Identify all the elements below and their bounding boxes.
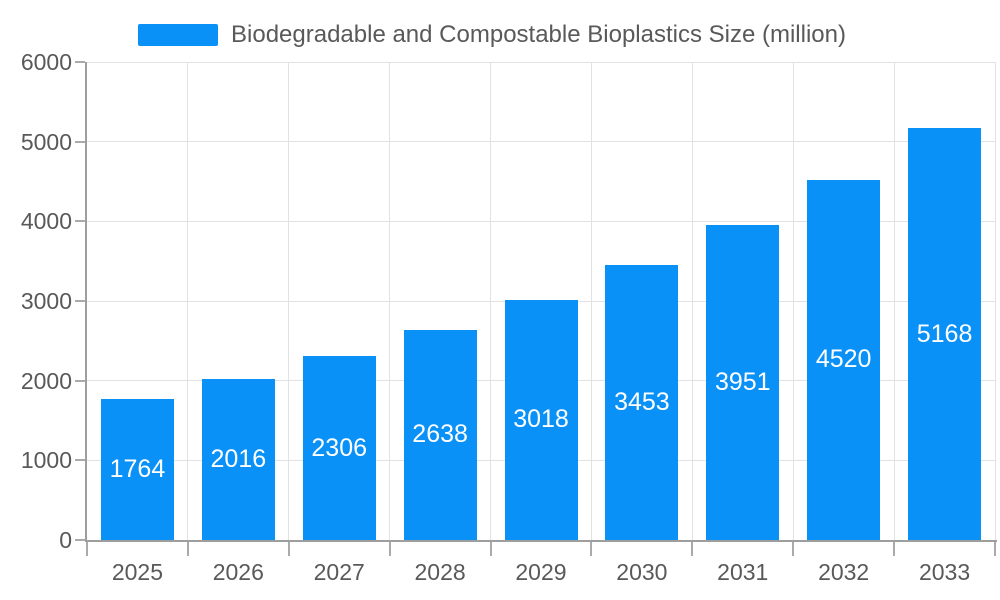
- bar-2033[interactable]: 5168: [908, 128, 982, 540]
- bar-2027[interactable]: 2306: [302, 356, 376, 540]
- y-tick: [75, 459, 85, 462]
- x-tick-label: 2028: [414, 559, 466, 585]
- y-tick: [75, 300, 85, 302]
- x-tick-label: 2027: [313, 559, 365, 585]
- x-tick: [792, 542, 795, 556]
- y-tick-label: 5000: [20, 128, 72, 155]
- x-tick-label: 2030: [616, 559, 668, 585]
- x-axis-line: [85, 540, 997, 542]
- legend-swatch: [138, 24, 218, 46]
- x-tick: [489, 542, 492, 556]
- y-tick-label: 6000: [20, 49, 72, 75]
- y-tick-label: 3000: [20, 288, 72, 314]
- bar-2028[interactable]: 2638: [403, 329, 477, 540]
- h-gridline: [87, 141, 995, 143]
- bar-value-label: 2306: [311, 433, 368, 462]
- y-tick-label: 0: [59, 527, 72, 553]
- bar-2025[interactable]: 1764: [100, 399, 174, 540]
- y-tick-label: 1000: [20, 447, 72, 474]
- x-tick: [388, 542, 391, 556]
- bar-2029[interactable]: 3018: [504, 299, 578, 540]
- bar-value-label: 2016: [210, 445, 267, 474]
- y-tick: [75, 539, 85, 541]
- h-gridline: [87, 61, 995, 63]
- v-gridline: [691, 62, 693, 540]
- v-gridline: [590, 62, 592, 540]
- v-gridline: [893, 62, 895, 540]
- bar-value-label: 4520: [815, 345, 872, 374]
- x-tick-label: 2029: [515, 559, 567, 585]
- v-gridline: [187, 62, 189, 540]
- x-tick-label: 2031: [717, 559, 769, 585]
- bar-value-label: 1764: [109, 455, 166, 484]
- x-tick-label: 2025: [111, 559, 164, 585]
- x-tick-label: 2026: [212, 559, 264, 585]
- x-tick: [893, 542, 896, 556]
- bar-2030[interactable]: 3453: [605, 264, 679, 540]
- bar-value-label: 5168: [916, 319, 973, 348]
- bar-2032[interactable]: 4520: [807, 179, 881, 540]
- y-tick: [75, 220, 85, 223]
- v-gridline: [792, 62, 794, 540]
- x-tick: [86, 542, 88, 556]
- bar-value-label: 3453: [614, 387, 670, 416]
- y-axis-line: [85, 62, 87, 540]
- x-tick: [590, 542, 593, 556]
- legend-item[interactable]: Biodegradable and Compostable Bioplastic…: [138, 21, 846, 49]
- v-gridline: [288, 62, 290, 540]
- bar-2026[interactable]: 2016: [201, 379, 275, 540]
- y-tick-label: 4000: [20, 208, 72, 235]
- x-tick: [691, 542, 694, 556]
- x-tick-label: 2033: [918, 559, 971, 585]
- x-tick: [287, 542, 290, 556]
- x-tick: [994, 542, 996, 556]
- y-tick-label: 2000: [20, 367, 72, 394]
- legend-label: Biodegradable and Compostable Bioplastic…: [231, 21, 846, 48]
- bar-2031[interactable]: 3951: [706, 225, 780, 540]
- v-gridline: [389, 62, 391, 540]
- v-gridline: [490, 62, 492, 540]
- bar-value-label: 3018: [513, 405, 569, 434]
- y-tick: [75, 140, 85, 143]
- bar-value-label: 3951: [714, 368, 771, 397]
- y-tick: [75, 379, 85, 382]
- x-tick: [186, 542, 189, 556]
- bar-value-label: 2638: [412, 420, 468, 449]
- x-tick-label: 2032: [818, 559, 870, 585]
- h-gridline: [87, 220, 995, 222]
- v-gridline: [994, 62, 996, 540]
- y-tick: [75, 61, 85, 63]
